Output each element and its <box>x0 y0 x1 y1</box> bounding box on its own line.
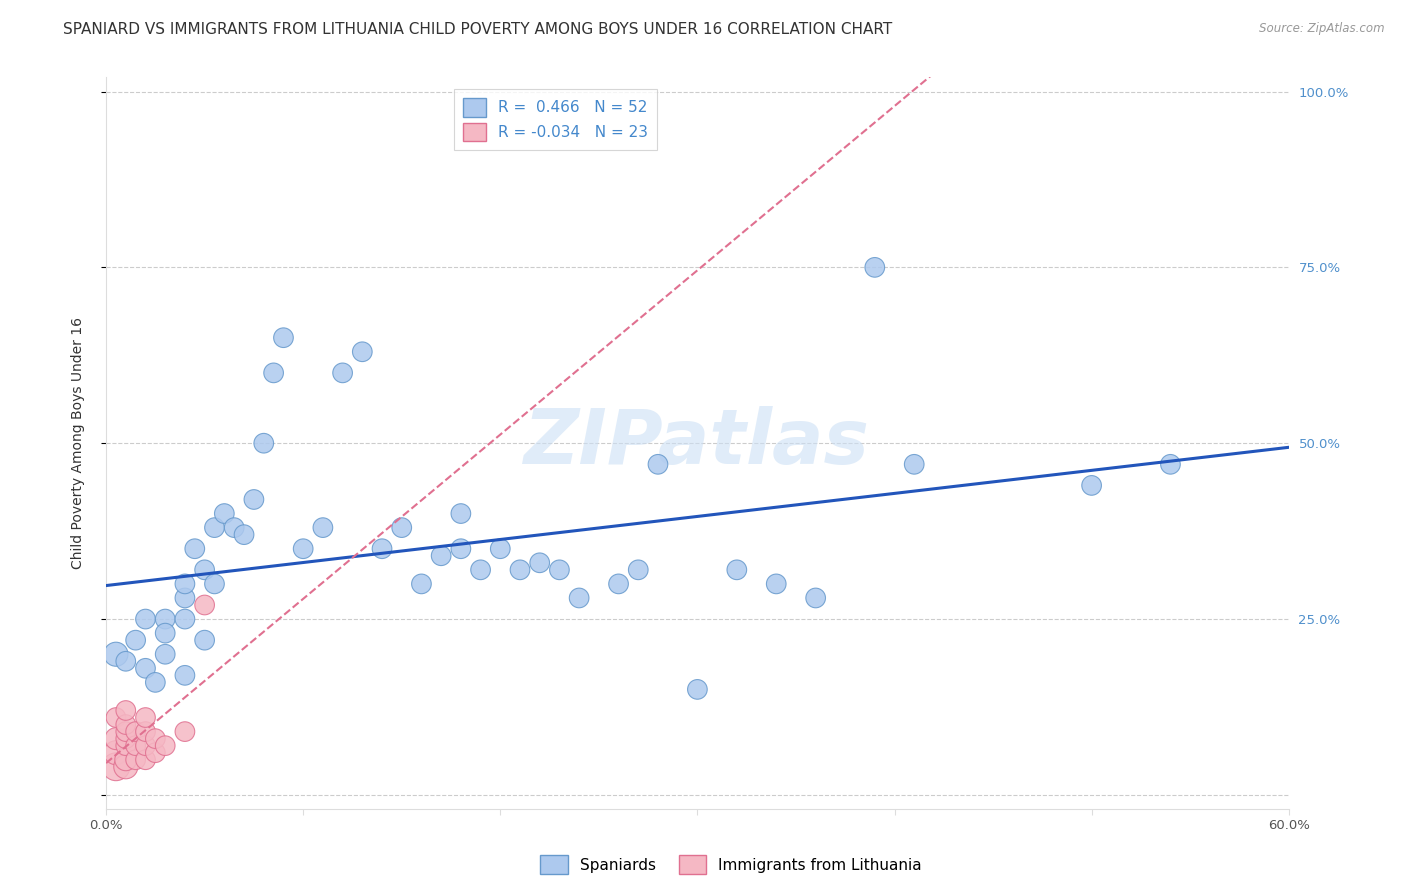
Point <box>143 731 166 746</box>
Point <box>627 563 650 577</box>
Point <box>224 521 246 535</box>
Point <box>104 760 127 774</box>
Point <box>124 739 146 753</box>
Point <box>253 436 276 450</box>
Point <box>647 458 669 472</box>
Point <box>804 591 827 605</box>
Point <box>470 563 492 577</box>
Point <box>214 507 236 521</box>
Point <box>204 577 226 591</box>
Point <box>332 366 354 380</box>
Point <box>174 577 197 591</box>
Point <box>263 366 285 380</box>
Point <box>104 647 127 661</box>
Point <box>371 541 394 556</box>
Legend: Spaniards, Immigrants from Lithuania: Spaniards, Immigrants from Lithuania <box>534 849 928 880</box>
Point <box>114 731 136 746</box>
Point <box>134 724 156 739</box>
Point <box>174 612 197 626</box>
Point <box>194 598 217 612</box>
Point <box>863 260 886 275</box>
Point <box>114 724 136 739</box>
Point <box>184 541 207 556</box>
Point <box>124 633 146 648</box>
Point <box>903 458 925 472</box>
Point <box>273 331 295 345</box>
Point <box>114 760 136 774</box>
Point <box>104 710 127 724</box>
Point <box>114 753 136 767</box>
Point <box>124 724 146 739</box>
Text: Source: ZipAtlas.com: Source: ZipAtlas.com <box>1260 22 1385 36</box>
Y-axis label: Child Poverty Among Boys Under 16: Child Poverty Among Boys Under 16 <box>72 318 86 569</box>
Point <box>155 612 177 626</box>
Point <box>292 541 315 556</box>
Point <box>568 591 591 605</box>
Point <box>509 563 531 577</box>
Point <box>194 563 217 577</box>
Point <box>450 541 472 556</box>
Point <box>489 541 512 556</box>
Point <box>155 626 177 640</box>
Text: SPANIARD VS IMMIGRANTS FROM LITHUANIA CHILD POVERTY AMONG BOYS UNDER 16 CORRELAT: SPANIARD VS IMMIGRANTS FROM LITHUANIA CH… <box>63 22 893 37</box>
Text: ZIPatlas: ZIPatlas <box>524 406 870 480</box>
Point <box>1159 458 1181 472</box>
Point <box>134 612 156 626</box>
Point <box>765 577 787 591</box>
Point <box>529 556 551 570</box>
Point <box>134 710 156 724</box>
Point <box>430 549 453 563</box>
Point <box>174 724 197 739</box>
Point <box>686 682 709 697</box>
Point <box>450 507 472 521</box>
Point <box>548 563 571 577</box>
Point <box>411 577 433 591</box>
Point <box>174 591 197 605</box>
Point <box>104 746 127 760</box>
Point <box>312 521 335 535</box>
Point <box>134 661 156 675</box>
Point <box>1080 478 1102 492</box>
Legend: R =  0.466   N = 52, R = -0.034   N = 23: R = 0.466 N = 52, R = -0.034 N = 23 <box>454 88 657 151</box>
Point <box>243 492 266 507</box>
Point <box>155 647 177 661</box>
Point <box>114 654 136 668</box>
Point <box>607 577 630 591</box>
Point <box>134 739 156 753</box>
Point <box>204 521 226 535</box>
Point <box>134 753 156 767</box>
Point <box>143 746 166 760</box>
Point <box>155 739 177 753</box>
Point <box>143 675 166 690</box>
Point <box>104 731 127 746</box>
Point <box>114 704 136 718</box>
Point <box>352 344 374 359</box>
Point <box>174 668 197 682</box>
Point <box>391 521 413 535</box>
Point <box>114 717 136 731</box>
Point <box>114 739 136 753</box>
Point <box>194 633 217 648</box>
Point <box>725 563 748 577</box>
Point <box>233 527 256 541</box>
Point <box>124 753 146 767</box>
